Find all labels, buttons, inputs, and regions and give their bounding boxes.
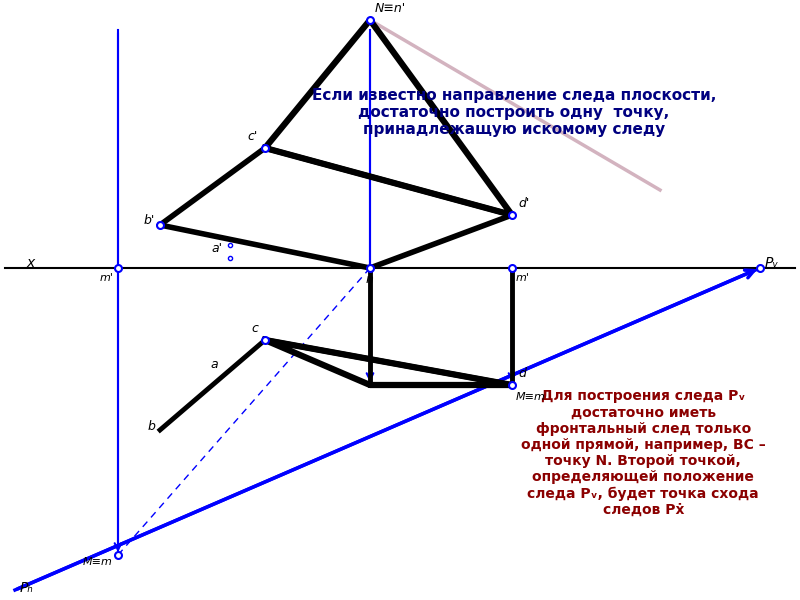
Text: a: a: [210, 358, 218, 371]
Text: d: d: [518, 367, 526, 380]
Text: b': b': [144, 214, 155, 226]
Text: M≡m: M≡m: [516, 392, 546, 402]
Text: a': a': [211, 241, 222, 254]
Text: M≡m: M≡m: [83, 557, 113, 567]
Text: Pᵥ: Pᵥ: [765, 256, 779, 270]
Text: b: b: [147, 421, 155, 433]
Text: m': m': [99, 273, 113, 283]
Text: d': d': [518, 197, 530, 210]
Text: n: n: [366, 273, 374, 286]
Text: c': c': [248, 130, 258, 143]
Text: c: c: [251, 322, 258, 335]
Text: N≡n': N≡n': [375, 2, 406, 15]
Text: m': m': [516, 273, 530, 283]
Text: x: x: [26, 256, 34, 270]
Text: Pₕ: Pₕ: [20, 581, 34, 595]
